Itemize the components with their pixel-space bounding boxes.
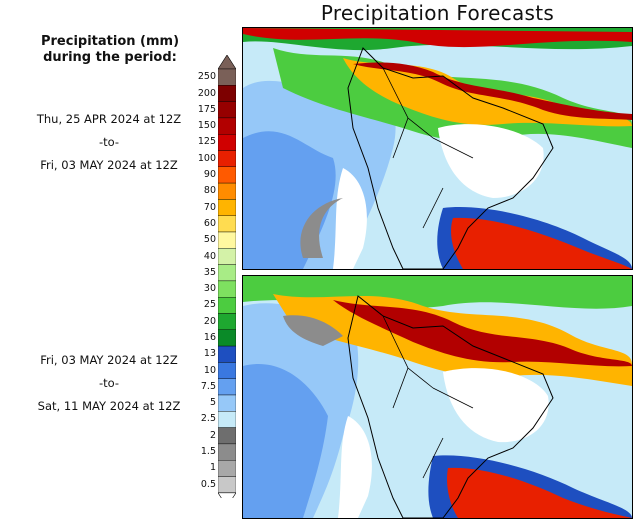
colorbar-swatch — [218, 411, 236, 428]
period-1-separator: -to- — [98, 135, 120, 149]
page-title: Precipitation Forecasts — [320, 1, 555, 25]
colorbar-swatch — [218, 329, 236, 347]
colorbar-tick-label: 90 — [203, 169, 216, 180]
colorbar-swatch — [218, 345, 236, 363]
colorbar-swatch — [218, 199, 236, 216]
colorbar-tick-label: 7.5 — [200, 380, 216, 392]
colorbar-tick-label: 16 — [203, 331, 216, 343]
period-2-label: Fri, 03 MAY 2024 at 12Z -to- Sat, 11 MAY… — [0, 354, 218, 423]
colorbar-tick-label: 60 — [203, 217, 216, 229]
country-borders — [382, 315, 474, 479]
continent-outline — [347, 295, 554, 518]
itcz-heavy-rain — [243, 28, 632, 48]
colorbar-swatch — [218, 362, 236, 379]
colorbar-swatch — [218, 296, 236, 314]
colorbar-swatch — [218, 313, 236, 330]
southern-heavy-rain — [447, 467, 632, 518]
colorbar-swatch — [218, 280, 236, 298]
colorbar-swatch — [218, 394, 236, 412]
colorbar-swatch — [218, 85, 236, 102]
colorbar-swatch — [218, 133, 236, 151]
colorbar-swatch — [218, 264, 236, 282]
colorbar-tick-label: 2 — [209, 429, 216, 441]
ocean-band — [243, 364, 328, 518]
colorbar-swatch — [218, 427, 236, 445]
colorbar-tick-label: 125 — [197, 136, 216, 148]
colorbar-swatch — [218, 378, 236, 396]
forecast-map-period-1 — [242, 27, 633, 270]
colorbar-tick-label: 100 — [197, 152, 216, 164]
dry-interior-region — [443, 368, 549, 443]
period-2-end: Sat, 11 MAY 2024 at 12Z — [37, 399, 181, 413]
colorbar-swatch — [218, 182, 236, 200]
dry-coastal-region — [333, 168, 367, 269]
period-1-label: Thu, 25 APR 2024 at 12Z -to- Fri, 03 MAY… — [0, 113, 218, 182]
colorbar-swatch — [218, 166, 236, 184]
colorbar-tick-label: 80 — [203, 185, 216, 197]
colorbar-tick-label: 175 — [197, 103, 216, 115]
colorbar-swatch — [218, 101, 236, 119]
precipitation-colorbar — [218, 55, 236, 498]
red-heavy-rain — [353, 62, 632, 120]
colorbar-swatch — [218, 117, 236, 135]
gray-light-precip — [283, 315, 343, 346]
colorbar-tick-label: 1 — [209, 462, 216, 474]
colorbar-tick-label: 10 — [203, 364, 216, 376]
period-2-start: Fri, 03 MAY 2024 at 12Z — [40, 353, 178, 367]
colorbar-swatch — [218, 215, 236, 233]
dry-interior-region — [438, 124, 544, 198]
colorbar-tick-label: 25 — [203, 299, 216, 311]
colorbar-tick-label: 70 — [203, 201, 216, 213]
colorbar-swatch — [218, 443, 236, 461]
red-heavy-rain — [333, 300, 632, 367]
legend-heading-line1: Precipitation (mm) — [40, 34, 180, 49]
colorbar-tick-label: 250 — [197, 71, 216, 83]
colorbar-tick-label: 150 — [197, 120, 216, 132]
colorbar-tick-label: 50 — [203, 234, 216, 246]
colorbar-tick-label: 20 — [203, 315, 216, 327]
colorbar-tick-label: 30 — [203, 283, 216, 294]
dry-coastal-region — [338, 416, 372, 518]
colorbar-tick-label: 35 — [203, 266, 216, 278]
colorbar-tick-label: 2.5 — [200, 413, 216, 425]
country-borders — [382, 67, 474, 229]
colorbar-swatch — [218, 231, 236, 249]
legend-heading: Precipitation (mm) during the period: — [10, 34, 210, 66]
colorbar-swatch — [218, 68, 236, 86]
period-1-start: Thu, 25 APR 2024 at 12Z — [36, 112, 182, 126]
continent-outline — [347, 47, 554, 269]
colorbar-tick-label: 5 — [209, 397, 216, 409]
period-2-separator: -to- — [98, 376, 120, 390]
southern-heavy-rain — [451, 217, 632, 269]
colorbar-bottom-arrow — [218, 492, 236, 498]
gray-light-precip — [300, 198, 343, 258]
colorbar-tick-label: 40 — [203, 250, 216, 262]
colorbar-swatch — [218, 248, 236, 265]
colorbar-swatch — [218, 460, 236, 477]
colorbar-tick-label: 1.5 — [200, 446, 216, 458]
colorbar-tick-label: 13 — [203, 348, 216, 360]
colorbar-top-arrow — [218, 55, 236, 70]
forecast-map-period-2 — [242, 275, 633, 519]
colorbar-tick-label: 200 — [197, 87, 216, 99]
legend-heading-line2: during the period: — [43, 50, 177, 65]
period-1-end: Fri, 03 MAY 2024 at 12Z — [40, 158, 178, 172]
colorbar-tick-label: 0.5 — [200, 478, 216, 490]
colorbar-swatch — [218, 476, 236, 493]
colorbar-tick-labels: 250 200 175 150 125 100 90 80 70 60 50 40 35 30 25 20 16… — [190, 0, 216, 519]
colorbar-swatch — [218, 150, 236, 167]
